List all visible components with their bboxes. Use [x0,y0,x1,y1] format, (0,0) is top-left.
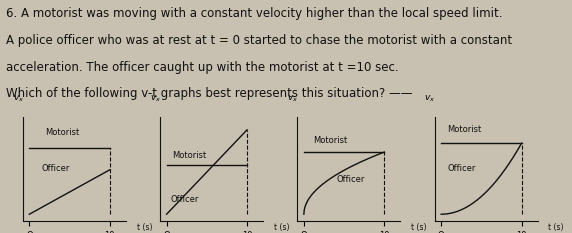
Text: t (s): t (s) [549,223,564,232]
Text: Motorist: Motorist [447,125,481,134]
Text: $v_x$: $v_x$ [424,93,436,104]
Text: Motorist: Motorist [173,151,206,161]
Text: Motorist: Motorist [46,128,80,137]
Text: $v_x$: $v_x$ [150,93,161,104]
Text: Officer: Officer [170,195,199,205]
Text: t (s): t (s) [274,223,289,232]
Text: 6. A motorist was moving with a constant velocity higher than the local speed li: 6. A motorist was moving with a constant… [6,7,502,20]
Text: Motorist: Motorist [313,136,347,145]
Text: t (s): t (s) [137,223,152,232]
Text: t (s): t (s) [411,223,427,232]
Text: Which of the following v-t graphs best represents this situation? ——: Which of the following v-t graphs best r… [6,87,412,100]
Text: A police officer who was at rest at t = 0 started to chase the motorist with a c: A police officer who was at rest at t = … [6,34,512,47]
Text: Officer: Officer [447,164,475,173]
Text: $v_x$: $v_x$ [287,93,299,104]
Text: Officer: Officer [41,164,70,173]
Text: acceleration. The officer caught up with the motorist at t =10 sec.: acceleration. The officer caught up with… [6,61,398,74]
Text: $v_x$: $v_x$ [13,93,24,104]
Text: Officer: Officer [336,175,365,184]
